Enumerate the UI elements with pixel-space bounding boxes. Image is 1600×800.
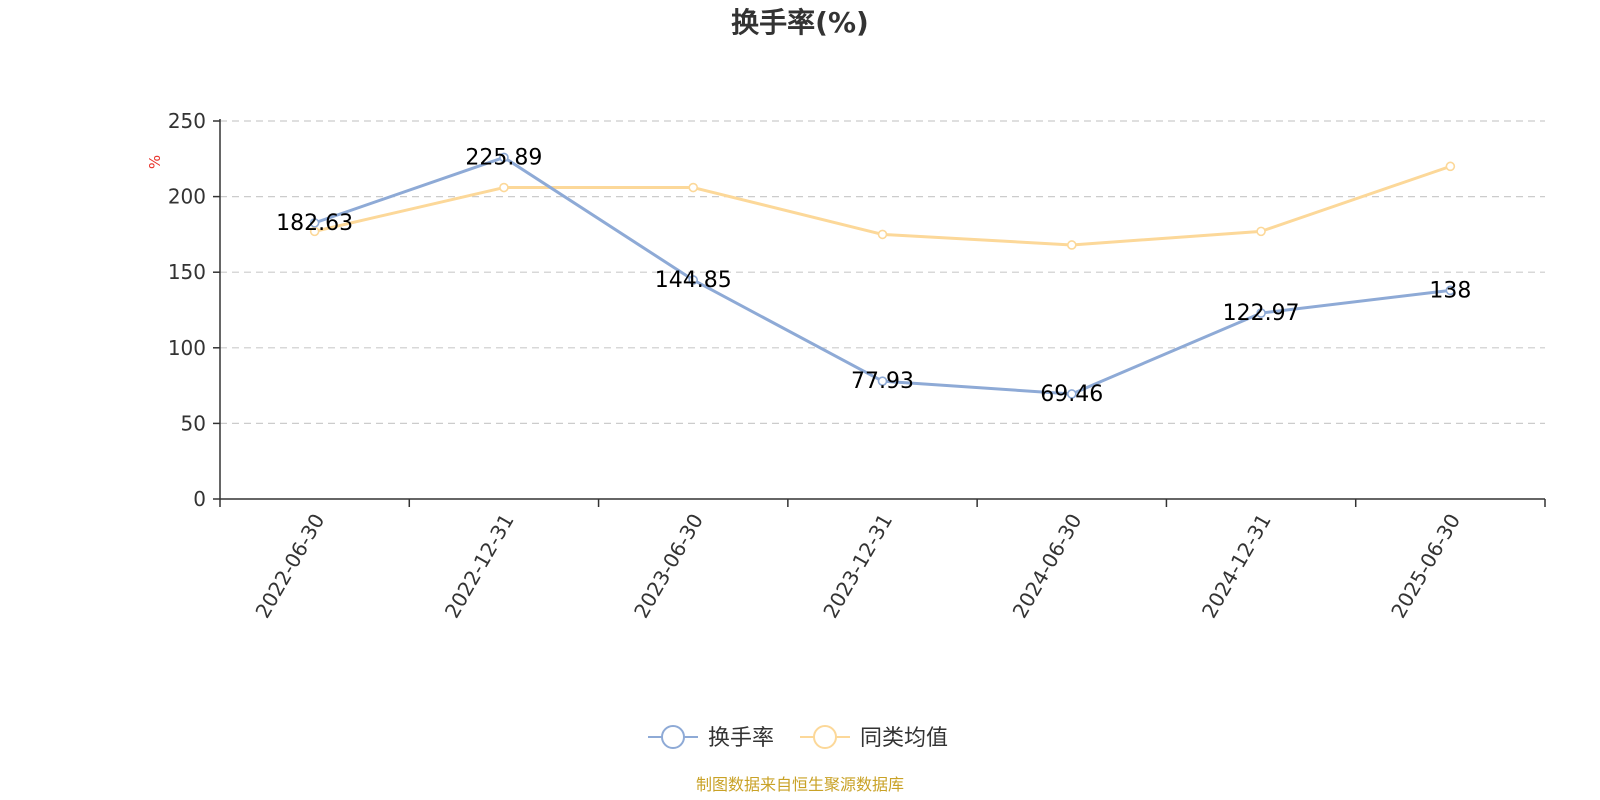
- x-axis-tick-label: 2022-12-31: [440, 510, 519, 623]
- legend[interactable]: 换手率 同类均值: [648, 725, 948, 751]
- y-axis-tick-label: 0: [193, 487, 206, 511]
- data-label-turnover: 122.97: [1223, 301, 1300, 326]
- data-label-turnover: 69.46: [1040, 382, 1103, 407]
- point-peer-average[interactable]: [1066, 240, 1077, 250]
- point-turnover[interactable]: [1256, 308, 1266, 318]
- data-label-turnover: 182.63: [276, 211, 353, 236]
- point-peer-average[interactable]: [1445, 161, 1456, 172]
- y-axis-tick-label: 250: [168, 109, 206, 133]
- gridlines: [220, 120, 1545, 424]
- x-axis-tick-label: 2023-06-30: [629, 510, 708, 623]
- data-label-turnover: 77.93: [851, 369, 914, 394]
- x-axis-tick-label: 2025-06-30: [1386, 510, 1465, 623]
- data-labels: 182.63 225.89 144.85 77.93 69.46 122.97 138: [276, 145, 1471, 407]
- y-axis-unit-label: %: [146, 155, 164, 169]
- point-turnover[interactable]: [1445, 285, 1456, 296]
- legend-item-peer-average[interactable]: 同类均值: [800, 725, 948, 751]
- point-peer-average[interactable]: [1256, 226, 1266, 237]
- legend-item-turnover[interactable]: 换手率: [648, 725, 774, 751]
- point-peer-average[interactable]: [877, 229, 888, 240]
- data-label-turnover: 144.85: [655, 268, 732, 293]
- y-axis-tick-label: 100: [168, 336, 206, 360]
- series-lines: [309, 152, 1456, 399]
- data-label-turnover: 225.89: [465, 145, 542, 170]
- legend-peer-average-circle-icon: [813, 725, 837, 749]
- x-axis-tick-label: 2023-12-31: [818, 510, 897, 623]
- legend-label-peer-average: 同类均值: [860, 726, 948, 751]
- point-peer-average[interactable]: [499, 182, 509, 193]
- point-turnover[interactable]: [1066, 389, 1077, 399]
- data-source-note: 制图数据来自恒生聚源数据库: [696, 775, 904, 794]
- point-turnover[interactable]: [877, 376, 888, 386]
- x-axis-tick-label: 2024-06-30: [1008, 510, 1087, 623]
- y-axis-tick-label: 50: [181, 411, 206, 435]
- legend-turnover-circle-icon: [661, 725, 685, 749]
- point-turnover[interactable]: [499, 152, 509, 163]
- x-axis-tick-label: 2022-06-30: [250, 510, 329, 623]
- point-peer-average[interactable]: [688, 182, 699, 193]
- point-turnover[interactable]: [309, 218, 320, 228]
- y-axis-tick-label: 150: [168, 260, 206, 284]
- point-turnover[interactable]: [688, 275, 699, 285]
- legend-label-turnover: 换手率: [708, 726, 774, 751]
- chart-title: 换手率(%): [731, 6, 869, 39]
- data-label-turnover: 138: [1429, 278, 1471, 303]
- x-axis-tick-label: 2024-12-31: [1197, 510, 1276, 623]
- y-axis-tick-label: 200: [168, 185, 206, 209]
